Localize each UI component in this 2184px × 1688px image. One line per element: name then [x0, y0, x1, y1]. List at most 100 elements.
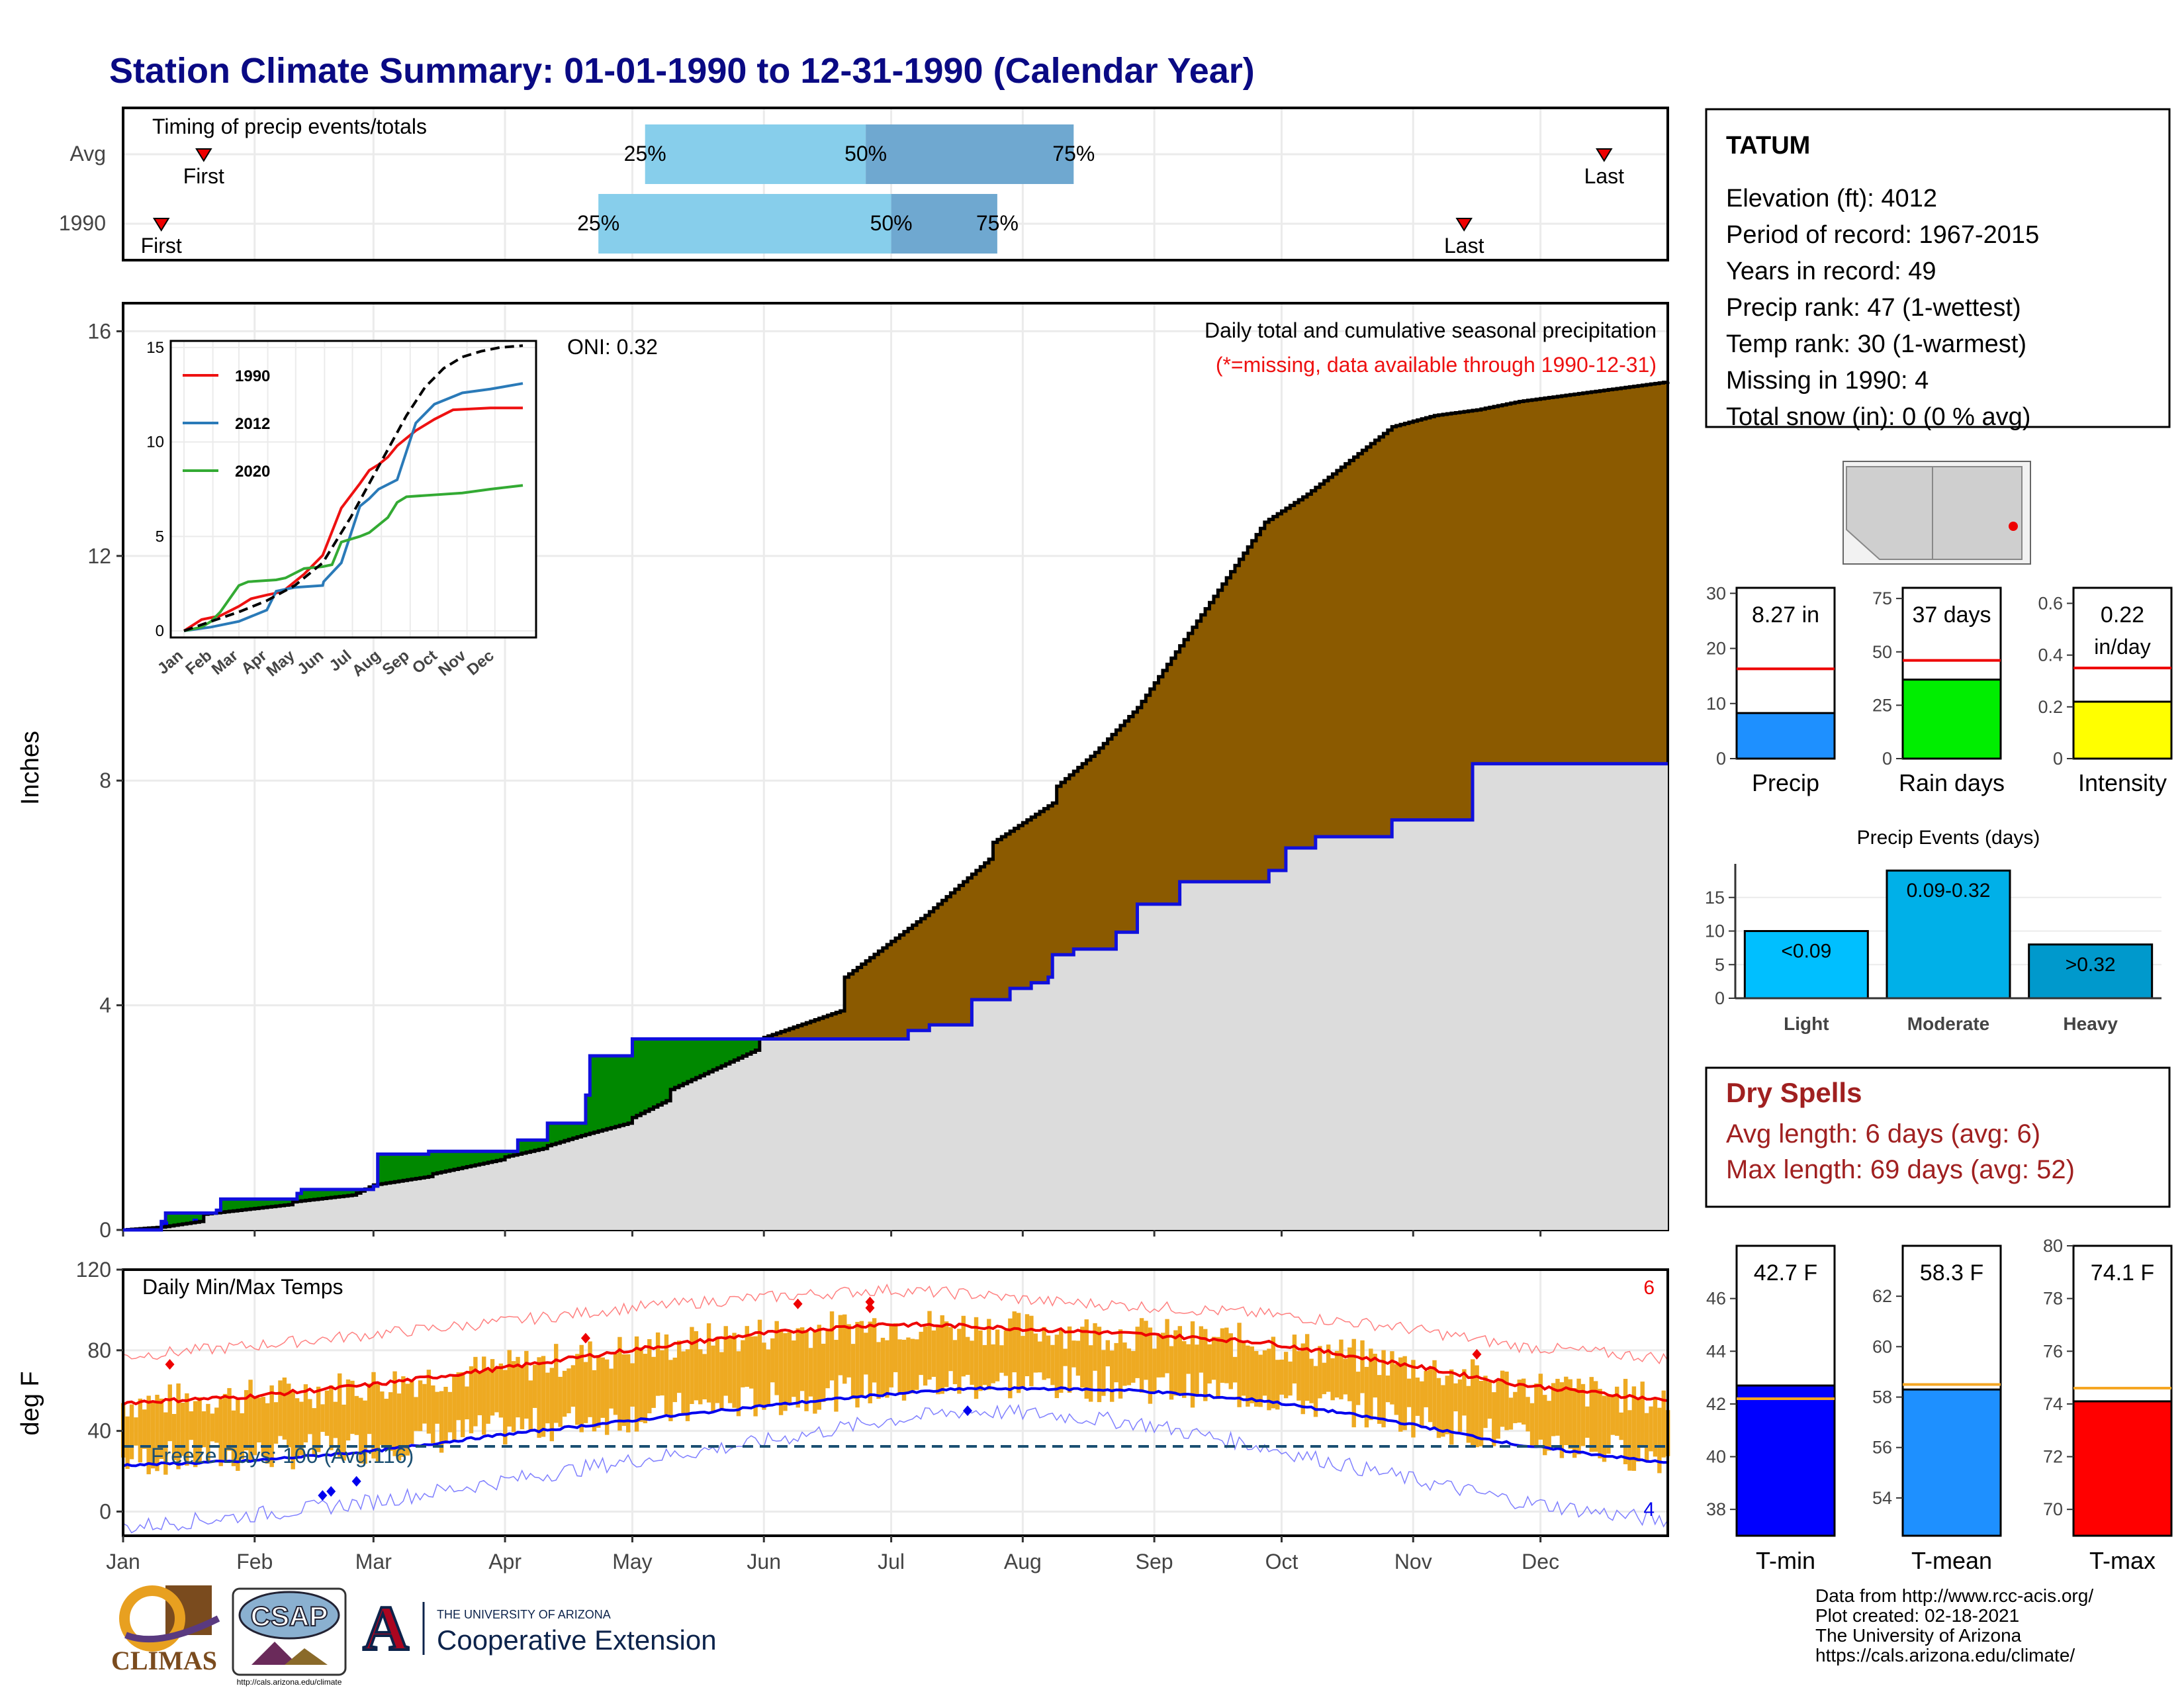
precip-y-tick: 4	[99, 994, 111, 1017]
daily-temp-bar	[749, 1336, 754, 1389]
csap-logo-url: http://cals.arizona.edu/climate	[237, 1677, 342, 1687]
daily-temp-bar	[889, 1324, 893, 1387]
daily-temp-bar	[613, 1353, 618, 1415]
daily-temp-bar	[295, 1398, 300, 1457]
month-tick-label: May	[612, 1550, 652, 1573]
daily-temp-bar	[1432, 1360, 1437, 1429]
daily-temp-bar	[1101, 1350, 1106, 1396]
stat-bar-rain-days: 37 days 0 25 50 75 Rain days	[1872, 586, 2005, 796]
stat-y-tick: 44	[1706, 1341, 1726, 1361]
cumulative-gray-area	[123, 763, 1668, 1230]
timing-label: Timing of precip events/totals	[152, 115, 427, 138]
daily-temp-bar	[1564, 1376, 1569, 1446]
daily-temp-bar	[1152, 1348, 1157, 1393]
station-info-line: Elevation (ft): 4012	[1726, 185, 1937, 212]
inset-legend-label: 2020	[235, 463, 270, 481]
temp-y-tick: 40	[87, 1419, 111, 1443]
footer-line: Plot created: 02-18-2021	[1815, 1605, 2019, 1626]
inset-legend-label: 1990	[235, 367, 270, 385]
events-chart-title: Precip Events (days)	[1857, 827, 2040, 849]
daily-temp-bar	[1300, 1343, 1305, 1415]
daily-temp-bar	[155, 1395, 159, 1472]
daily-temp-bar	[1139, 1318, 1144, 1393]
stat-bar-precip: 8.27 in 0 10 20 30 Precip	[1706, 583, 1836, 796]
daily-temp-bar	[1385, 1375, 1390, 1403]
stat-bar-intensity: 0.22 in/day 0 0.2 0.4 0.6 Intensity	[2038, 586, 2173, 796]
daily-temp-bar	[987, 1319, 991, 1390]
quartile-bar-high	[891, 194, 997, 254]
daily-temp-bar	[1428, 1367, 1433, 1423]
daily-temp-bar	[1661, 1390, 1666, 1458]
record-high-marker	[793, 1298, 803, 1309]
daily-temp-bar	[834, 1340, 839, 1412]
daily-temp-bar	[825, 1331, 830, 1389]
daily-temp-bar	[537, 1357, 541, 1438]
daily-temp-bar	[1394, 1364, 1399, 1415]
stat-value-label: 37 days	[1912, 602, 1991, 628]
daily-temp-bar	[1279, 1359, 1284, 1395]
triangle-marker-icon	[1455, 218, 1473, 232]
daily-temp-bar	[694, 1331, 699, 1401]
daily-temp-bar	[1186, 1344, 1191, 1374]
daily-temp-bar	[1623, 1378, 1628, 1464]
daily-temp-bar	[719, 1352, 724, 1409]
daily-temp-bar	[1653, 1397, 1658, 1457]
stat-bar-fill	[1735, 712, 1836, 760]
daily-temp-bar	[1093, 1323, 1097, 1371]
daily-temp-bar	[567, 1368, 571, 1413]
daily-temp-bar	[1126, 1348, 1132, 1385]
freeze-days-label: Freeze Days: 100 (Avg:116)	[151, 1444, 414, 1468]
daily-temp-bar	[1135, 1327, 1140, 1378]
stat-y-tick: 0.4	[2038, 645, 2063, 665]
daily-temp-bar	[897, 1339, 902, 1393]
daily-temp-bar	[672, 1357, 677, 1403]
daily-temp-bar	[817, 1325, 821, 1410]
q75-label: 75%	[1052, 142, 1095, 165]
stat-value-unit: in/day	[2094, 635, 2150, 659]
stat-y-tick: 70	[2043, 1499, 2063, 1519]
daily-temp-bar	[452, 1376, 457, 1440]
month-tick-label: Jun	[747, 1550, 781, 1573]
daily-temp-bar	[757, 1319, 762, 1407]
daily-temp-bar	[1021, 1336, 1025, 1387]
daily-temp-bar	[804, 1330, 809, 1411]
daily-temp-bar	[227, 1387, 232, 1451]
daily-temp-bar	[1636, 1398, 1641, 1462]
daily-temp-bar	[1466, 1385, 1471, 1443]
daily-temp-bar	[176, 1383, 181, 1470]
daily-temp-bar	[469, 1366, 474, 1434]
daily-temp-bar	[915, 1339, 919, 1390]
daily-temp-bar	[1538, 1374, 1543, 1440]
daily-temp-bar	[1097, 1327, 1102, 1403]
daily-temp-bar	[532, 1364, 537, 1408]
daily-temp-bar	[1547, 1401, 1551, 1451]
daily-temp-bar	[1436, 1378, 1441, 1438]
daily-temp-bar	[1177, 1326, 1183, 1395]
daily-temp-bar	[197, 1397, 202, 1464]
inset-y-tick: 15	[146, 339, 164, 357]
daily-temp-bar	[252, 1398, 257, 1456]
daily-temp-bar	[1148, 1327, 1153, 1404]
daily-temp-bar	[596, 1355, 601, 1428]
daily-temp-bar	[558, 1376, 563, 1427]
daily-temp-bar	[961, 1315, 966, 1377]
daily-temp-bar	[1411, 1360, 1416, 1438]
daily-temp-bar	[439, 1391, 444, 1453]
inset-line-2012	[183, 382, 523, 632]
daily-temp-bar	[345, 1379, 351, 1441]
daily-temp-bar	[1360, 1340, 1365, 1393]
daily-temp-bar	[715, 1336, 720, 1403]
daily-temp-bar	[1471, 1359, 1475, 1446]
daily-temp-bar	[218, 1399, 223, 1466]
daily-temp-bar	[668, 1360, 673, 1421]
daily-temp-bar	[482, 1356, 486, 1435]
daily-temp-bar	[520, 1365, 525, 1430]
daily-temp-bar	[1054, 1335, 1060, 1399]
stat-y-tick: 50	[1872, 642, 1892, 662]
daily-temp-bar	[940, 1315, 944, 1394]
station-info-line: Precip rank: 47 (1-wettest)	[1726, 294, 2021, 322]
daily-temp-bar	[634, 1336, 639, 1432]
daily-temp-bar	[1012, 1311, 1017, 1373]
daily-temp-bar	[1216, 1336, 1220, 1399]
daily-temp-bar	[774, 1321, 779, 1395]
